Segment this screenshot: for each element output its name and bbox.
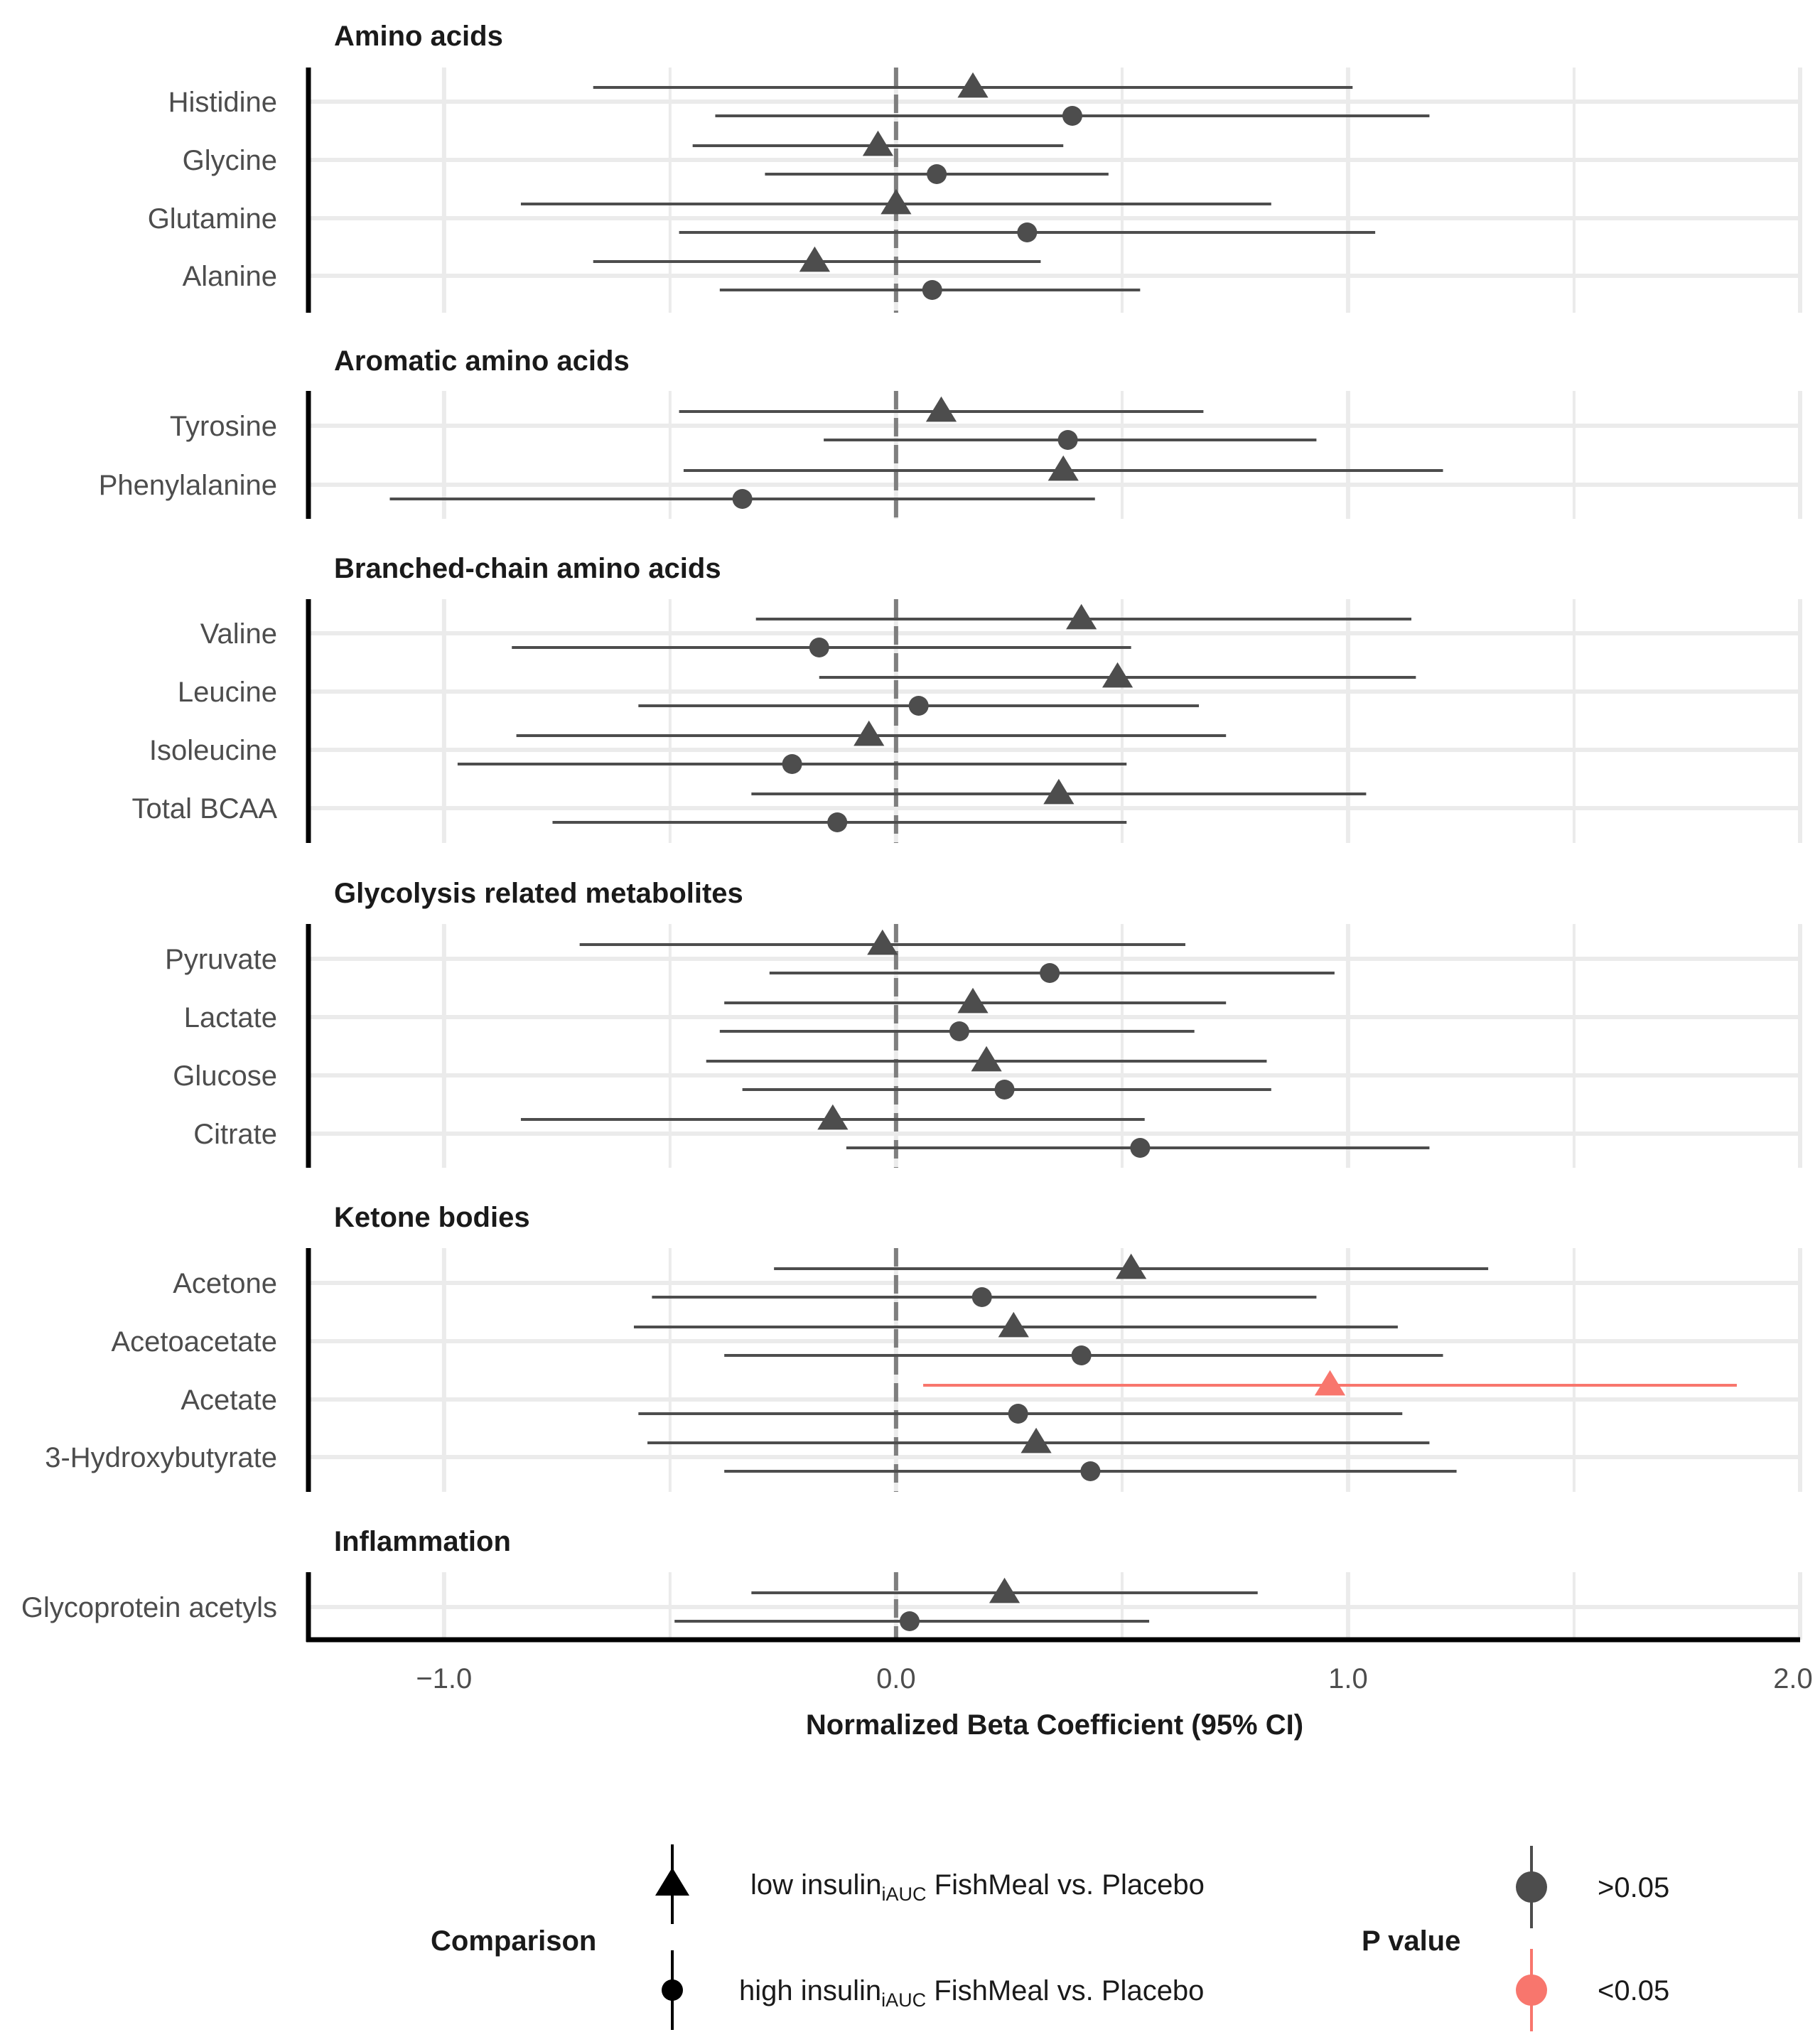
panel-title: Branched-chain amino acids	[334, 553, 721, 584]
point-triangle-low	[998, 1311, 1029, 1338]
panel-title: Inflammation	[334, 1526, 511, 1557]
point-circle-high	[1062, 106, 1082, 126]
point-triangle-low	[1314, 1370, 1346, 1396]
point-triangle-low	[854, 720, 885, 746]
panel-amino-acids: Amino acids Histidine Glycine Glutamine Alan…	[148, 21, 1800, 313]
x-tick-label: −1.0	[416, 1663, 472, 1694]
point-circle-high	[1080, 1461, 1101, 1481]
row-label: Total BCAA	[131, 793, 277, 824]
point-circle-high	[908, 696, 929, 716]
point-circle-high	[809, 638, 829, 657]
point-circle-high	[1040, 963, 1060, 983]
row-label: Valine	[200, 618, 277, 650]
x-axis: Normalized Beta Coefficient (95% CI) −1.…	[306, 1637, 1813, 1741]
panel-title: Ketone bodies	[334, 1202, 530, 1233]
legend-comparison-label: high insuliniAUC FishMeal vs. Placebo	[739, 1975, 1204, 2011]
legend-comparison-label: low insuliniAUC FishMeal vs. Placebo	[750, 1869, 1205, 1905]
row-label: Glutamine	[148, 203, 277, 235]
x-tick-label: 0.0	[876, 1663, 916, 1694]
point-circle-high	[732, 489, 753, 509]
point-circle-high	[949, 1021, 969, 1041]
panel-glycolysis-related-metabolites: Glycolysis related metabolites Pyruvate La…	[165, 878, 1800, 1168]
point-circle-high	[1008, 1404, 1028, 1424]
row-label: Alanine	[183, 261, 277, 292]
point-triangle-low	[971, 1046, 1002, 1072]
x-tick-label: 2.0	[1773, 1663, 1813, 1694]
point-circle-high	[1130, 1138, 1151, 1158]
panel-title: Glycolysis related metabolites	[334, 878, 743, 909]
x-tick-label: 1.0	[1328, 1663, 1368, 1694]
legend-pvalue-dot	[1516, 1871, 1547, 1903]
row-label: Lactate	[184, 1002, 277, 1033]
row-label: Tyrosine	[170, 411, 277, 442]
point-circle-high	[899, 1611, 920, 1631]
row-label: Leucine	[178, 677, 277, 708]
legend-comparison-title: Comparison	[431, 1925, 596, 1957]
point-triangle-low	[989, 1577, 1021, 1603]
legend: Comparison P value low insuliniAUC FishM…	[431, 1844, 1669, 2031]
point-triangle-low	[957, 987, 989, 1014]
row-label: 3-Hydroxybutyrate	[45, 1442, 277, 1473]
row-label: Isoleucine	[149, 735, 277, 766]
point-circle-high	[994, 1080, 1015, 1100]
point-triangle-low	[1102, 662, 1134, 688]
point-triangle-low	[957, 72, 989, 98]
legend-key-triangle	[655, 1867, 689, 1896]
legend-pvalue-title: P value	[1362, 1925, 1460, 1957]
panel-ketone-bodies: Ketone bodies Acetone Acetoacetate Acetate 3…	[45, 1202, 1800, 1492]
row-label: Glucose	[173, 1060, 277, 1092]
point-triangle-low	[925, 396, 957, 422]
point-circle-high	[827, 812, 848, 832]
point-triangle-low	[799, 246, 830, 272]
point-triangle-low	[1066, 603, 1097, 630]
row-label: Acetoacetate	[112, 1326, 278, 1358]
legend-pvalue-label: <0.05	[1598, 1975, 1669, 2006]
point-triangle-low	[881, 188, 912, 215]
point-circle-high	[782, 754, 802, 774]
row-label: Histidine	[168, 87, 277, 118]
chart-panels: Amino acids Histidine Glycine Glutamine Alan…	[21, 21, 1800, 1642]
row-label: Citrate	[193, 1119, 277, 1150]
point-circle-high	[971, 1287, 992, 1307]
point-circle-high	[1071, 1345, 1092, 1365]
point-triangle-low	[1043, 778, 1075, 805]
point-triangle-low	[817, 1104, 849, 1130]
row-label: Acetate	[181, 1385, 277, 1416]
panel-title: Amino acids	[334, 21, 503, 52]
grid-lines	[441, 68, 1802, 1640]
legend-pvalue-dot	[1516, 1974, 1547, 2006]
row-label: Acetone	[173, 1268, 277, 1299]
row-label: Pyruvate	[165, 944, 277, 975]
point-triangle-low	[1048, 455, 1079, 481]
row-label: Glycoprotein acetyls	[21, 1592, 277, 1623]
panel-branched-chain-amino-acids: Branched-chain amino acids Valine Leucine I…	[131, 553, 1800, 843]
point-circle-high	[927, 164, 947, 184]
row-label: Phenylalanine	[99, 470, 277, 501]
panel-aromatic-amino-acids: Aromatic amino acids Tyrosine Phenylalanin…	[99, 345, 1800, 519]
legend-pvalue-label: >0.05	[1598, 1872, 1669, 1903]
point-circle-high	[922, 280, 942, 300]
panel-inflammation: Inflammation Glycoprotein acetyls	[21, 1526, 1800, 1642]
row-label: Glycine	[183, 145, 277, 176]
point-triangle-low	[1021, 1427, 1052, 1453]
legend-key-circle	[662, 1979, 683, 2001]
point-triangle-low	[862, 130, 894, 156]
x-axis-title: Normalized Beta Coefficient (95% CI)	[806, 1709, 1303, 1741]
point-triangle-low	[1116, 1253, 1147, 1279]
point-circle-high	[1057, 430, 1078, 450]
panel-title: Aromatic amino acids	[334, 345, 630, 377]
point-triangle-low	[867, 929, 898, 955]
point-circle-high	[1017, 222, 1038, 242]
